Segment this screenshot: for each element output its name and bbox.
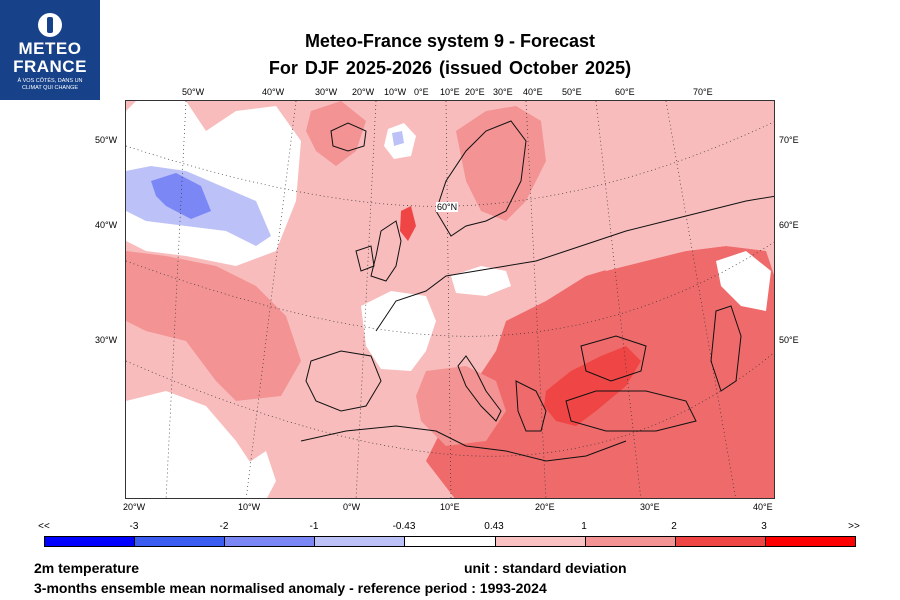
left-lat-label: 30°W xyxy=(95,335,118,345)
color-scale-segment xyxy=(405,537,496,546)
legend-label: << xyxy=(38,521,50,532)
negative-anomaly-iceland-core xyxy=(392,131,404,146)
color-scale-bar xyxy=(44,536,856,547)
logo-text-line1: METEO xyxy=(18,39,82,58)
neutral-zone-southwest xyxy=(126,391,256,498)
legend-label: 1 xyxy=(581,521,587,532)
bottom-lon-label: 20°E xyxy=(535,502,555,512)
bottom-lon-label: 0°W xyxy=(343,502,361,512)
light-anomaly-russia xyxy=(566,101,774,271)
color-scale-segment xyxy=(765,537,855,546)
positive-anomaly-balkans-core xyxy=(544,346,641,426)
left-lat-label: 40°W xyxy=(95,220,118,230)
top-lon-label: 20°W xyxy=(352,87,375,97)
left-lat-label: 50°W xyxy=(95,135,118,145)
chart-subtitle: For DJF 2025-2026 (issued October 2025) xyxy=(268,58,632,78)
bottom-lon-label: 30°E xyxy=(640,502,660,512)
color-scale-segment xyxy=(495,537,586,546)
neutral-zone-morocco xyxy=(198,451,276,498)
top-lon-label: 40°E xyxy=(523,87,543,97)
legend-label: 3 xyxy=(761,521,767,532)
description-label: 3-months ensemble mean normalised anomal… xyxy=(34,580,547,596)
logo-tagline: À VOS CÔTÉS, DANS UN CLIMAT QUI CHANGE xyxy=(0,78,100,92)
top-lon-label: 70°E xyxy=(693,87,713,97)
color-scale-segment xyxy=(45,537,136,546)
meteo-france-logo: METEO FRANCE À VOS CÔTÉS, DANS UN CLIMAT… xyxy=(0,0,100,100)
inner-lat-label: 60°N xyxy=(436,202,459,212)
legend-label: -3 xyxy=(129,521,139,532)
anomaly-map: 60°N xyxy=(125,100,775,499)
color-scale-segment xyxy=(585,537,676,546)
unit-label: unit : standard deviation xyxy=(464,560,627,576)
color-scale-segment xyxy=(315,537,406,546)
top-lon-label: 50°E xyxy=(562,87,582,97)
top-lon-label: 50°W xyxy=(182,87,205,97)
neutral-zone-central-europe xyxy=(451,266,511,296)
legend-label: 0.43 xyxy=(484,521,504,532)
legend-label: -1 xyxy=(309,521,319,532)
chart-title: Meteo-France system 9 - Forecast xyxy=(304,31,596,51)
bottom-lon-label: 40°E xyxy=(753,502,773,512)
bottom-lon-label: 10°E xyxy=(440,502,460,512)
negative-anomaly-medium xyxy=(151,173,211,219)
neutral-zone-france xyxy=(361,291,436,371)
positive-anomaly-north-sea xyxy=(400,206,416,241)
top-lon-label: 0°E xyxy=(414,87,429,97)
neutral-zone-ural xyxy=(716,251,771,311)
right-lat-label: 60°E xyxy=(779,220,799,230)
logo-text-line2: FRANCE xyxy=(13,57,87,76)
logo-tagline-2: CLIMAT QUI CHANGE xyxy=(21,85,79,91)
color-scale-segment xyxy=(225,537,316,546)
graticule xyxy=(126,101,774,498)
logo-tagline-1: À VOS CÔTÉS, DANS UN xyxy=(17,78,83,84)
top-lon-label: 20°E xyxy=(465,87,485,97)
meteo-france-emblem-icon xyxy=(38,13,62,37)
bottom-lon-label: 20°W xyxy=(123,502,146,512)
positive-anomaly-norway xyxy=(456,106,546,221)
variable-label: 2m temperature xyxy=(34,560,140,576)
right-lat-label: 70°E xyxy=(779,135,799,145)
bottom-lon-label: 10°W xyxy=(238,502,261,512)
right-lat-label: 50°E xyxy=(779,335,799,345)
top-lon-label: 10°E xyxy=(440,87,460,97)
top-lon-label: 30°E xyxy=(493,87,513,97)
top-lon-label: 10°W xyxy=(384,87,407,97)
top-lon-label: 60°E xyxy=(615,87,635,97)
positive-anomaly-atlantic xyxy=(126,251,301,401)
legend-label: 2 xyxy=(671,521,677,532)
top-lon-label: 40°W xyxy=(262,87,285,97)
color-scale-segment xyxy=(135,537,226,546)
positive-anomaly-scandinavia xyxy=(306,101,366,166)
legend-label: -0.43 xyxy=(392,521,416,532)
color-scale-segment xyxy=(675,537,766,546)
legend-label: -2 xyxy=(219,521,229,532)
legend-label: >> xyxy=(848,521,860,532)
top-lon-label: 30°W xyxy=(315,87,338,97)
anomaly-field xyxy=(126,101,774,498)
coastlines xyxy=(300,120,774,462)
